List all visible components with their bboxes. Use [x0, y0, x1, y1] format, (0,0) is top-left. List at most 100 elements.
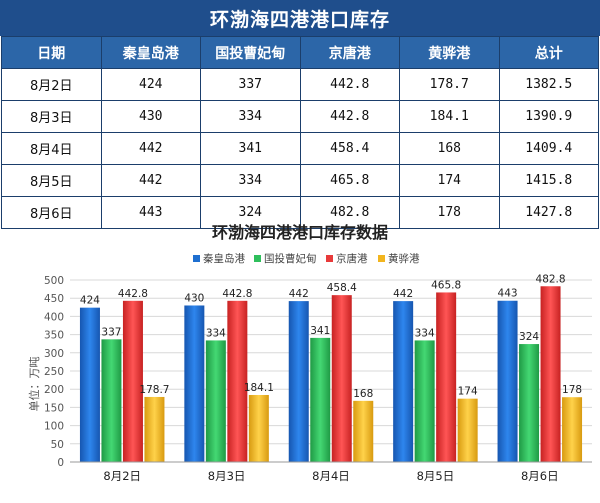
x-tick-label: 8月4日 — [312, 469, 350, 483]
value-cell: 1409.4 — [498, 132, 599, 165]
data-label: 324 — [519, 331, 539, 343]
y-tick-label: 250 — [44, 366, 64, 378]
y-tick-label: 200 — [44, 384, 64, 396]
legend-label: 黄骅港 — [388, 252, 420, 265]
value-cell: 482.8 — [299, 196, 400, 229]
data-label: 184.1 — [244, 382, 274, 394]
legend-swatch — [326, 255, 333, 262]
y-tick-label: 500 — [44, 275, 64, 287]
y-tick-label: 300 — [44, 348, 64, 360]
y-tick-label: 450 — [44, 293, 64, 305]
data-label: 443 — [498, 288, 518, 300]
bar — [414, 340, 435, 462]
legend-label: 京唐港 — [336, 252, 368, 265]
y-tick-label: 0 — [57, 457, 64, 469]
x-tick-label: 8月5日 — [417, 469, 455, 483]
value-cell: 334 — [200, 100, 301, 133]
value-cell: 442.8 — [299, 100, 400, 133]
bar — [540, 286, 561, 462]
table-header-cell: 黄骅港 — [399, 36, 500, 69]
bar — [519, 344, 540, 462]
data-label: 178.7 — [139, 384, 169, 396]
value-cell: 341 — [200, 132, 301, 165]
data-label: 341 — [310, 325, 330, 337]
table-row: 8月3日 430 334 442.8 184.1 1390.9 — [1, 100, 599, 133]
value-cell: 442 — [100, 164, 201, 197]
table-header-cell: 国投曹妃甸 — [200, 36, 301, 69]
value-cell: 430 — [100, 100, 201, 133]
value-cell: 1382.5 — [498, 68, 599, 101]
y-tick-label: 50 — [51, 439, 64, 451]
table-header-cell: 秦皇岛港 — [100, 36, 201, 69]
y-axis-label: 单位：万吨 — [27, 357, 41, 412]
data-label: 178 — [562, 384, 582, 396]
y-tick-label: 350 — [44, 330, 64, 342]
legend-swatch — [378, 255, 385, 262]
data-label: 424 — [80, 295, 100, 307]
bar — [144, 396, 165, 462]
value-cell: 178.7 — [399, 68, 500, 101]
page-title: 环渤海四港港口库存 — [0, 0, 600, 36]
bar — [562, 397, 583, 462]
value-cell: 337 — [200, 68, 301, 101]
table-header-cell: 总计 — [498, 36, 599, 69]
bar — [310, 337, 331, 462]
value-cell: 174 — [399, 164, 500, 197]
data-label: 458.4 — [327, 282, 357, 294]
bar — [393, 301, 414, 462]
data-label: 442.8 — [222, 288, 252, 300]
bar — [122, 300, 143, 462]
value-cell: 1427.8 — [498, 196, 599, 229]
data-label: 442 — [289, 288, 309, 300]
value-cell: 1390.9 — [498, 100, 599, 133]
bar — [205, 340, 226, 462]
table-header-row: 日期 秦皇岛港 国投曹妃甸 京唐港 黄骅港 总计 — [1, 36, 599, 69]
data-label: 482.8 — [536, 273, 566, 285]
data-label: 174 — [458, 386, 478, 398]
x-tick-label: 8月3日 — [208, 469, 246, 483]
value-cell: 178 — [399, 196, 500, 229]
date-cell: 8月3日 — [1, 100, 102, 133]
data-label: 337 — [101, 326, 121, 338]
table-header-cell: 日期 — [1, 36, 102, 69]
bar-chart: 环渤海四港港口库存数据 秦皇岛港 国投曹妃甸 京唐港 黄骅港 单位：万吨 0 50 100… — [27, 223, 592, 483]
data-label: 442.8 — [118, 288, 148, 300]
bar — [227, 300, 248, 462]
x-tick-label: 8月6日 — [521, 469, 559, 483]
bar — [331, 295, 352, 462]
value-cell: 465.8 — [299, 164, 400, 197]
chart-title: 环渤海四港港口库存数据 — [212, 223, 388, 242]
value-cell: 1415.8 — [498, 164, 599, 197]
value-cell: 334 — [200, 164, 301, 197]
chart-legend: 秦皇岛港 国投曹妃甸 京唐港 黄骅港 — [193, 252, 420, 265]
legend-label: 秦皇岛港 — [203, 252, 245, 265]
date-cell: 8月5日 — [1, 164, 102, 197]
table-row: 8月5日 442 334 465.8 174 1415.8 — [1, 164, 599, 197]
table-body: 8月2日 424 337 442.8 178.7 1382.5 8月3日 430 334 442.… — [1, 68, 599, 229]
value-cell: 168 — [399, 132, 500, 165]
bar — [79, 307, 100, 462]
bar — [457, 398, 478, 462]
bar — [497, 300, 518, 462]
table-header-cell: 京唐港 — [299, 36, 400, 69]
date-cell: 8月2日 — [1, 68, 102, 101]
data-label: 334 — [206, 327, 226, 339]
legend-swatch — [193, 255, 200, 262]
y-tick-label: 150 — [44, 402, 64, 414]
date-cell: 8月6日 — [1, 196, 102, 229]
data-label: 465.8 — [431, 279, 461, 291]
bar — [436, 292, 457, 462]
value-cell: 324 — [200, 196, 301, 229]
data-label: 334 — [415, 327, 435, 339]
bar — [184, 305, 205, 462]
bar — [353, 400, 374, 462]
table-row: 8月2日 424 337 442.8 178.7 1382.5 — [1, 68, 599, 101]
data-label: 430 — [184, 292, 204, 304]
date-cell: 8月4日 — [1, 132, 102, 165]
value-cell: 442.8 — [299, 68, 400, 101]
value-cell: 184.1 — [399, 100, 500, 133]
value-cell: 458.4 — [299, 132, 400, 165]
data-label: 168 — [353, 388, 373, 400]
bar — [288, 301, 309, 462]
data-label: 442 — [393, 288, 413, 300]
